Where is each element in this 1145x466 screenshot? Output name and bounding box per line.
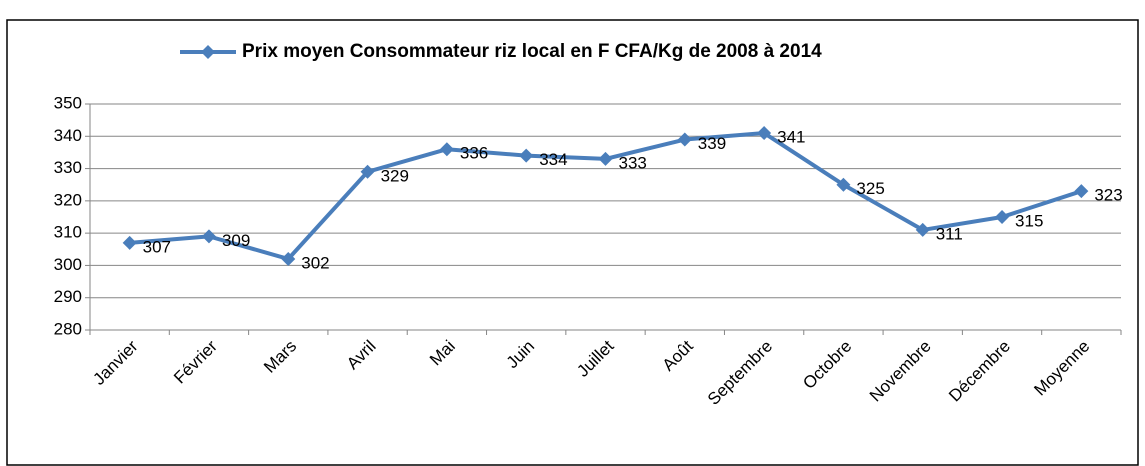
y-tick-label: 280 — [54, 319, 82, 338]
data-point — [915, 222, 930, 237]
data-label: 302 — [301, 253, 329, 272]
data-label: 311 — [936, 224, 963, 243]
y-tick-label: 320 — [54, 190, 82, 209]
data-point — [201, 229, 216, 244]
chart-frame — [6, 19, 1139, 466]
y-tick-label: 330 — [54, 158, 82, 177]
data-point — [1074, 184, 1089, 199]
y-tick-label: 300 — [54, 255, 82, 274]
data-point — [995, 210, 1010, 224]
data-point — [281, 251, 296, 266]
data-label: 325 — [856, 179, 884, 198]
data-label: 336 — [460, 144, 488, 163]
data-label: 334 — [539, 150, 567, 169]
data-point — [757, 126, 772, 141]
data-label: 309 — [222, 231, 250, 250]
data-label: 307 — [143, 237, 171, 256]
data-label: 323 — [1094, 186, 1122, 205]
data-point — [677, 132, 692, 147]
legend-label: Prix moyen Consommateur riz local en F C… — [242, 41, 822, 62]
data-point — [598, 151, 613, 166]
y-tick-label: 350 — [54, 93, 82, 112]
data-label: 329 — [381, 166, 409, 185]
data-point — [360, 164, 375, 179]
data-label: 339 — [698, 134, 726, 153]
data-point — [122, 235, 137, 250]
y-tick-label: 310 — [54, 223, 82, 242]
legend-marker — [201, 45, 215, 59]
data-point — [519, 148, 534, 163]
data-label: 341 — [777, 128, 805, 147]
data-point — [439, 142, 454, 157]
y-tick-label: 290 — [54, 287, 82, 306]
data-label: 315 — [1015, 211, 1043, 230]
data-point — [836, 177, 851, 192]
data-label: 333 — [619, 153, 647, 172]
y-tick-label: 340 — [54, 126, 82, 145]
